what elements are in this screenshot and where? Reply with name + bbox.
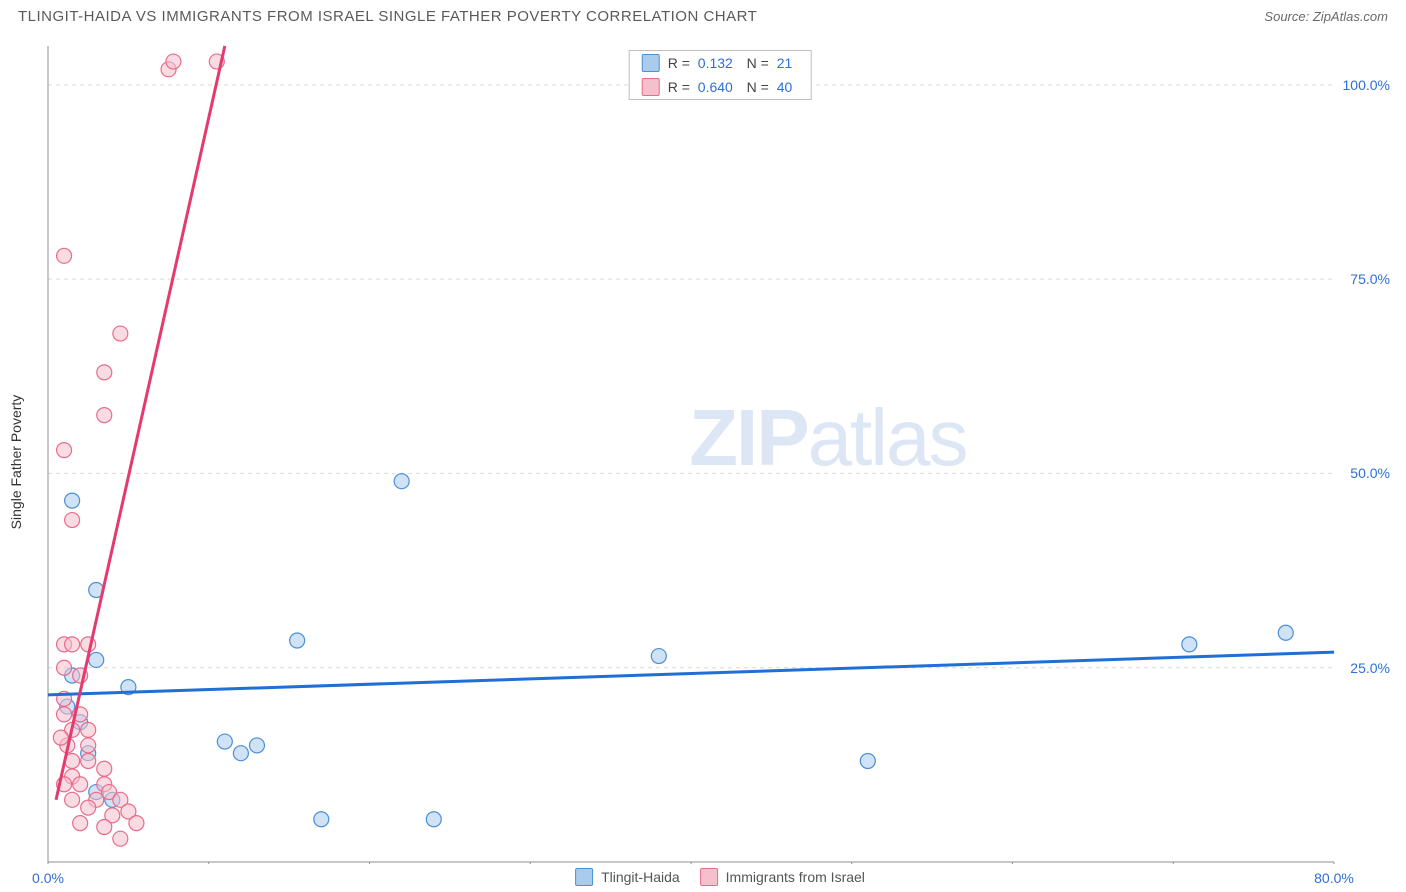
legend-row: R = 0.132 N = 21 (630, 51, 811, 75)
data-point (89, 652, 104, 667)
data-point (249, 738, 264, 753)
data-point (65, 513, 80, 528)
legend-swatch (700, 868, 718, 886)
legend-r-label: R = (668, 79, 690, 95)
data-point (113, 831, 128, 846)
data-point (97, 761, 112, 776)
data-point (53, 730, 68, 745)
data-point (57, 660, 72, 675)
data-point (1182, 637, 1197, 652)
data-point (129, 816, 144, 831)
data-point (65, 493, 80, 508)
data-point (81, 722, 96, 737)
source-name: ZipAtlas.com (1313, 9, 1388, 24)
y-tick-label: 100.0% (1343, 77, 1390, 93)
legend-label: Tlingit-Haida (601, 869, 680, 885)
data-point (394, 474, 409, 489)
data-point (97, 408, 112, 423)
data-point (81, 800, 96, 815)
data-point (314, 812, 329, 827)
source-attribution: Source: ZipAtlas.com (1264, 9, 1388, 24)
source-label: Source: (1264, 9, 1309, 24)
data-point (65, 792, 80, 807)
legend-r-label: R = (668, 55, 690, 71)
data-point (113, 326, 128, 341)
legend-n-label: N = (739, 79, 769, 95)
x-tick-label: 80.0% (1314, 870, 1354, 886)
legend-n-value: 40 (773, 79, 792, 95)
data-point (217, 734, 232, 749)
title-bar: TLINGIT-HAIDA VS IMMIGRANTS FROM ISRAEL … (0, 0, 1406, 29)
chart-container: Single Father Poverty ZIPatlas R = 0.132… (46, 44, 1394, 864)
regression-line (48, 652, 1334, 695)
data-point (166, 54, 181, 69)
legend-swatch (642, 78, 660, 96)
y-axis-label: Single Father Poverty (8, 395, 24, 530)
data-point (233, 746, 248, 761)
regression-line (56, 46, 225, 800)
data-point (65, 637, 80, 652)
data-point (651, 649, 666, 664)
legend-top: R = 0.132 N = 21R = 0.640 N = 40 (629, 50, 812, 100)
legend-bottom: Tlingit-Haida Immigrants from Israel (575, 868, 865, 886)
legend-label: Immigrants from Israel (726, 869, 865, 885)
y-tick-label: 75.0% (1350, 271, 1390, 287)
chart-title: TLINGIT-HAIDA VS IMMIGRANTS FROM ISRAEL … (18, 8, 757, 25)
x-tick-label: 0.0% (32, 870, 64, 886)
scatter-plot (46, 44, 1394, 864)
data-point (97, 365, 112, 380)
data-point (81, 753, 96, 768)
y-tick-label: 25.0% (1350, 660, 1390, 676)
data-point (290, 633, 305, 648)
data-point (97, 820, 112, 835)
legend-swatch (642, 54, 660, 72)
legend-n-value: 21 (773, 55, 792, 71)
y-tick-label: 50.0% (1350, 465, 1390, 481)
data-point (860, 753, 875, 768)
data-point (57, 443, 72, 458)
legend-r-value: 0.132 (694, 55, 733, 71)
data-point (81, 738, 96, 753)
legend-item: Tlingit-Haida (575, 868, 680, 886)
legend-row: R = 0.640 N = 40 (630, 75, 811, 99)
legend-swatch (575, 868, 593, 886)
legend-n-label: N = (739, 55, 769, 71)
data-point (426, 812, 441, 827)
data-point (1278, 625, 1293, 640)
data-point (73, 777, 88, 792)
data-point (73, 816, 88, 831)
data-point (57, 707, 72, 722)
legend-item: Immigrants from Israel (700, 868, 865, 886)
legend-r-value: 0.640 (694, 79, 733, 95)
data-point (57, 248, 72, 263)
